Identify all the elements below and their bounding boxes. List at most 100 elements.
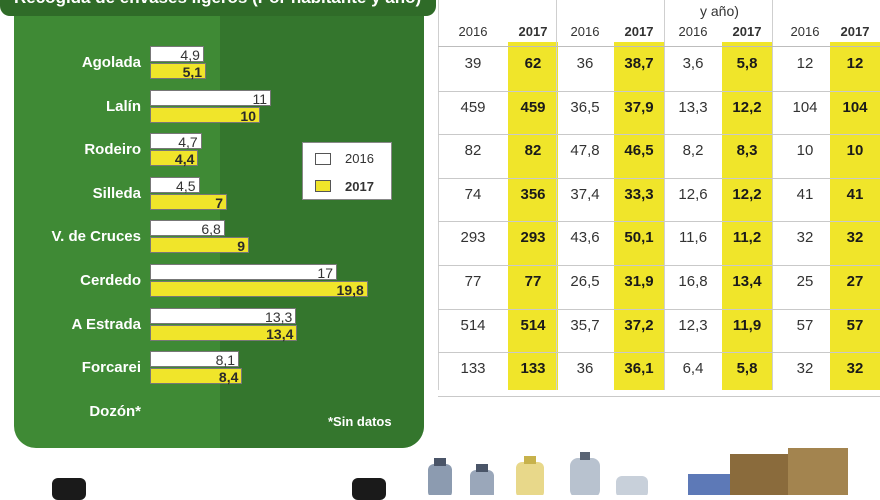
table-cell: 514 — [460, 316, 486, 334]
bar-2016-silleda: 4,5 — [150, 176, 200, 194]
table-cell: 32 — [846, 229, 864, 247]
year-header-8: 2017 — [840, 24, 870, 39]
bar-2017-lal-n: 10 — [150, 106, 260, 124]
table-cell: 41 — [796, 185, 814, 203]
table-cell: 74 — [464, 185, 482, 203]
year-header-6: 2017 — [732, 24, 762, 39]
table-cell: 10 — [796, 142, 814, 160]
table-cell: 38,7 — [624, 55, 654, 72]
column-separator-3 — [664, 0, 665, 390]
town-label-agolada: Agolada — [81, 54, 141, 71]
bar-2016-v-de-cruces: 6,8 — [150, 220, 225, 237]
table-cell: 47,8 — [570, 142, 600, 160]
bar-2017-silleda: 7 — [150, 193, 227, 211]
bar-2016-lal-n: 11 — [150, 89, 271, 107]
column-header-fragment: y año) — [700, 3, 739, 19]
table-cell: 104 — [792, 98, 818, 116]
column-separator-4 — [772, 0, 773, 390]
bar-2017-rodeiro: 4,4 — [150, 150, 199, 167]
table-cell: 82 — [524, 142, 542, 160]
table-cell: 13,4 — [732, 273, 762, 290]
bin-wheel-left — [52, 478, 86, 500]
bin-shade — [220, 12, 424, 448]
bar-2016-a-estrada: 13,3 — [150, 307, 297, 325]
highlight-2017-column-1 — [508, 42, 558, 390]
chart-title: Recogida de envases ligeros (Por habitan… — [14, 0, 421, 8]
table-cell: 35,7 — [570, 316, 600, 334]
row-divider — [438, 134, 880, 136]
table-bottom-rule — [438, 395, 880, 397]
table-cell: 33,3 — [624, 185, 654, 203]
legend-swatch-2016 — [315, 153, 331, 165]
table-cell: 5,8 — [736, 360, 758, 378]
table-cell: 37,9 — [624, 98, 654, 116]
table-cell: 8,2 — [682, 142, 704, 160]
table-cell: 12,2 — [732, 185, 762, 203]
town-label-forcarei: Forcarei — [81, 359, 141, 377]
bar-2017-a-estrada: 13,4 — [150, 324, 298, 342]
year-header-5: 2016 — [678, 24, 708, 39]
bar-2017-forcarei: 8,4 — [150, 368, 243, 385]
table-cell: 12,2 — [732, 98, 762, 116]
town-label-rodeiro: Rodeiro — [84, 141, 141, 159]
packaging-illustration — [428, 448, 848, 495]
table-cell: 11,6 — [678, 229, 708, 247]
table-cell: 37,2 — [624, 316, 654, 334]
bar-2016-cerdedo: 17 — [150, 264, 337, 281]
year-header-4: 2017 — [624, 24, 654, 39]
bar-2016-agolada: 4,9 — [150, 46, 204, 63]
table-cell: 32 — [846, 360, 864, 378]
table-cell: 36 — [576, 360, 594, 378]
table-cell: 36,1 — [624, 360, 654, 378]
table-cell: 32 — [796, 360, 814, 378]
town-label-v-de-cruces: V. de Cruces — [51, 228, 142, 246]
column-separator-2 — [556, 0, 557, 390]
table-cell: 32 — [796, 229, 814, 247]
table-cell: 41 — [846, 185, 864, 203]
town-label-cerdedo: Cerdedo — [80, 272, 141, 289]
table-cell: 12 — [796, 55, 814, 72]
table-cell: 293 — [460, 229, 486, 247]
year-header-2: 2017 — [518, 24, 548, 39]
row-divider — [438, 221, 880, 223]
legend-label-2016: 2016 — [345, 151, 374, 166]
table-header-rule — [438, 46, 880, 47]
year-header-1: 2016 — [458, 24, 488, 39]
highlight-2017-column-4 — [830, 42, 880, 390]
town-label-silleda: Silleda — [92, 184, 141, 202]
table-cell: 57 — [796, 316, 814, 334]
table-cell: 27 — [846, 273, 864, 290]
table-cell: 11,2 — [732, 229, 762, 247]
legend-label-2017: 2017 — [345, 179, 374, 194]
table-cell: 77 — [524, 273, 542, 290]
table-cell: 3,6 — [682, 55, 704, 72]
table-cell: 8,3 — [736, 142, 758, 160]
table-cell: 46,5 — [624, 142, 654, 160]
table-cell: 12 — [846, 55, 864, 72]
table-cell: 6,4 — [682, 360, 704, 378]
table-cell: 459 — [520, 98, 546, 116]
legend: 2016 2017 — [302, 142, 392, 200]
town-label-lal-n: Lalín — [105, 97, 141, 115]
town-label-a-estrada: A Estrada — [71, 315, 141, 333]
bar-2016-forcarei: 8,1 — [150, 351, 240, 368]
table-cell: 26,5 — [570, 273, 600, 290]
table-cell: 133 — [460, 360, 486, 378]
highlight-2017-column-3 — [722, 42, 772, 390]
row-divider — [438, 308, 880, 310]
bar-2017-agolada: 5,1 — [150, 63, 207, 80]
table-cell: 11,9 — [732, 316, 762, 334]
bin-wheel-right — [352, 478, 386, 500]
bar-2017-cerdedo: 19,8 — [150, 281, 368, 298]
table-cell: 31,9 — [624, 273, 654, 290]
table-cell: 43,6 — [570, 229, 600, 247]
table-cell: 356 — [520, 185, 546, 203]
table-cell: 514 — [520, 316, 546, 334]
row-divider — [438, 90, 880, 92]
column-separator-1 — [438, 0, 439, 390]
table-cell: 459 — [460, 98, 486, 116]
table-cell: 36,5 — [570, 98, 600, 116]
legend-swatch-2017 — [315, 180, 331, 192]
no-data-note: *Sin datos — [328, 414, 392, 429]
table-cell: 37,4 — [570, 185, 600, 203]
